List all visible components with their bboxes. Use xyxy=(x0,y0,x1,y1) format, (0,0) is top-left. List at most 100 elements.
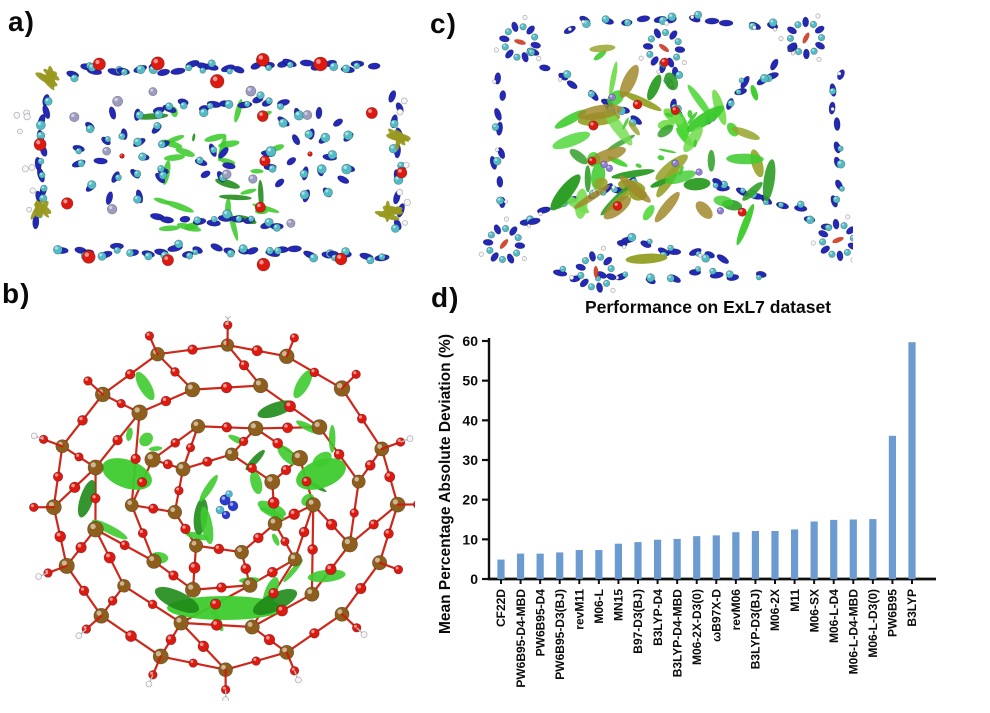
atom-sphere xyxy=(307,151,313,157)
nci-surface xyxy=(514,39,526,45)
atom-sphere xyxy=(224,316,232,319)
atom-highlight xyxy=(190,660,194,664)
atom-highlight xyxy=(247,87,252,92)
atom-sphere xyxy=(828,250,836,258)
atom-sphere xyxy=(712,182,719,189)
atom-highlight xyxy=(398,163,402,166)
atom-highlight xyxy=(167,636,172,640)
atom-highlight xyxy=(109,597,113,601)
atom-capsule xyxy=(286,157,297,166)
atom-sphere xyxy=(284,400,297,413)
atom-highlight xyxy=(250,423,256,429)
atom-highlight xyxy=(127,500,132,505)
nci-surface xyxy=(154,586,200,614)
atom-sphere xyxy=(349,508,359,518)
atom-highlight xyxy=(357,584,362,589)
bar xyxy=(751,531,760,579)
atom-capsule xyxy=(539,64,551,72)
bar xyxy=(634,542,642,579)
atom-highlight xyxy=(311,629,315,634)
atom-highlight xyxy=(258,55,264,60)
atom-sphere xyxy=(364,459,376,471)
atom-highlight xyxy=(76,453,80,457)
atom-sphere xyxy=(253,532,264,544)
atom-highlight xyxy=(212,76,218,82)
atom-highlight xyxy=(30,188,33,191)
atom-highlight xyxy=(134,407,140,413)
nci-surface xyxy=(258,179,264,209)
bar xyxy=(693,536,701,579)
atom-highlight xyxy=(14,113,18,116)
atom-highlight xyxy=(615,276,618,278)
x-tick-label: M06-SX xyxy=(807,589,821,632)
atom-highlight xyxy=(150,671,154,675)
atom-sphere xyxy=(267,516,283,532)
nci-surface xyxy=(552,131,591,150)
atom-highlight xyxy=(61,560,68,566)
atom-sphere xyxy=(843,248,851,256)
atom-sphere xyxy=(829,87,837,95)
atom-sphere xyxy=(38,171,46,179)
atom-highlight xyxy=(191,540,197,546)
atom-highlight xyxy=(181,103,184,106)
nci-surface xyxy=(569,149,588,165)
atom-highlight xyxy=(139,478,143,483)
atom-highlight xyxy=(159,141,163,145)
atom-capsule xyxy=(93,157,108,165)
atom-sphere xyxy=(694,266,702,273)
atom-highlight xyxy=(395,176,399,180)
atom-sphere xyxy=(495,147,500,152)
atom-highlight xyxy=(90,462,96,468)
atom-sphere xyxy=(210,215,218,223)
atom-highlight xyxy=(170,572,174,576)
atom-sphere xyxy=(184,381,201,398)
atom-sphere xyxy=(136,64,146,75)
bar xyxy=(614,543,623,579)
atom-sphere xyxy=(29,187,36,194)
atom-highlight xyxy=(286,402,291,407)
atom-capsule xyxy=(506,253,515,264)
atom-highlight xyxy=(310,255,314,258)
atom-highlight xyxy=(99,253,103,257)
atom-sphere xyxy=(153,121,162,130)
atom-highlight xyxy=(342,248,346,252)
atom-highlight xyxy=(259,112,263,117)
atom-sphere xyxy=(119,540,130,551)
atom-highlight xyxy=(392,499,398,505)
nci-surface xyxy=(619,64,639,98)
atom-highlight xyxy=(625,20,628,23)
atom-sphere xyxy=(202,456,213,467)
nci-surface xyxy=(577,104,623,120)
nci-surface xyxy=(204,133,227,142)
atom-highlight xyxy=(564,71,568,75)
atom-sphere xyxy=(77,159,85,168)
atom-sphere xyxy=(493,47,499,53)
atom-capsule xyxy=(42,104,51,119)
atom-highlight xyxy=(318,165,322,170)
atom-highlight xyxy=(266,65,269,68)
atom-sphere xyxy=(248,174,258,184)
atom-highlight xyxy=(120,154,123,156)
atom-highlight xyxy=(603,16,606,20)
atom-sphere xyxy=(739,187,746,194)
atom-capsule xyxy=(179,215,191,223)
nci-surface xyxy=(663,108,684,125)
atom-sphere xyxy=(667,12,677,22)
atom-highlight xyxy=(121,541,125,546)
atom-sphere xyxy=(263,633,276,646)
atom-sphere xyxy=(291,449,309,467)
atom-sphere xyxy=(137,528,148,539)
atom-highlight xyxy=(30,165,33,168)
atom-highlight xyxy=(657,70,659,72)
atom-sphere xyxy=(192,249,199,256)
atom-sphere xyxy=(819,238,827,246)
atom-sphere xyxy=(247,215,255,223)
atom-sphere xyxy=(412,500,415,509)
atom-highlight xyxy=(840,186,843,189)
atom-highlight xyxy=(155,111,159,115)
atom-highlight xyxy=(240,245,244,249)
nci-surface xyxy=(678,165,684,176)
atom-highlight xyxy=(494,48,497,50)
atom-capsule xyxy=(232,65,245,74)
